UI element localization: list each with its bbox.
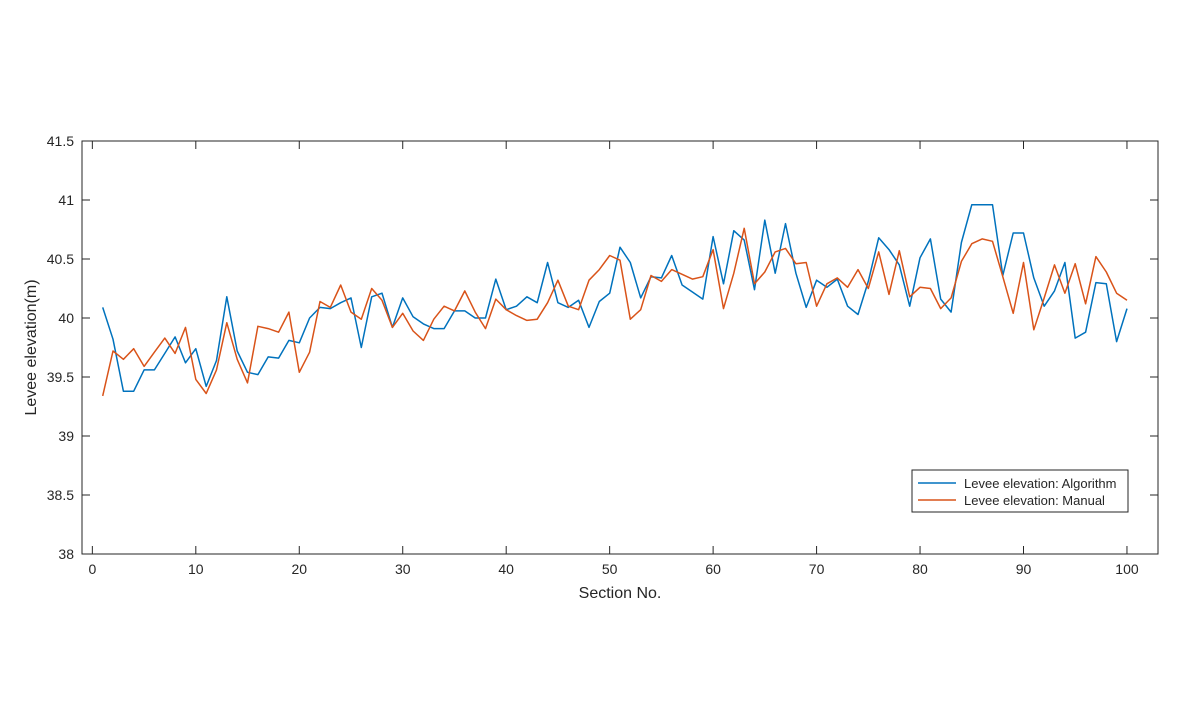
- x-tick-label: 100: [1115, 561, 1139, 577]
- x-tick-label: 20: [291, 561, 307, 577]
- series-line-manual: [101, 227, 1128, 397]
- y-axis-label: Levee elevation(m): [23, 279, 40, 415]
- x-axis-label: Section No.: [579, 585, 662, 602]
- legend-label-algorithm: Levee elevation: Algorithm: [964, 476, 1116, 491]
- y-axis-ticks: 38 38.5 39 39.5 40 40.5 41 41.5: [47, 133, 1158, 562]
- x-tick-label: 40: [498, 561, 514, 577]
- y-tick-label: 40: [58, 310, 74, 326]
- x-tick-label: 10: [188, 561, 204, 577]
- y-tick-label: 41: [58, 192, 74, 208]
- legend: Levee elevation: Algorithm Levee elevati…: [911, 469, 1129, 513]
- x-tick-label: 30: [395, 561, 411, 577]
- y-tick-label: 38: [58, 546, 74, 562]
- y-tick-label: 41.5: [47, 133, 74, 149]
- x-tick-label: 50: [602, 561, 618, 577]
- y-tick-label: 39.5: [47, 369, 74, 385]
- series-lines: [101, 203, 1128, 397]
- y-tick-label: 38.5: [47, 487, 74, 503]
- x-tick-label: 80: [912, 561, 928, 577]
- x-tick-label: 90: [1016, 561, 1032, 577]
- legend-label-manual: Levee elevation: Manual: [964, 493, 1105, 508]
- x-tick-label: 70: [809, 561, 825, 577]
- y-tick-label: 39: [58, 428, 74, 444]
- legend-box: [911, 469, 1129, 513]
- x-tick-label: 0: [88, 561, 96, 577]
- x-axis-ticks: 0 10 20 30 40 50 60 70 80 90 100: [88, 141, 1139, 577]
- x-tick-label: 60: [705, 561, 721, 577]
- y-tick-label: 40.5: [47, 251, 74, 267]
